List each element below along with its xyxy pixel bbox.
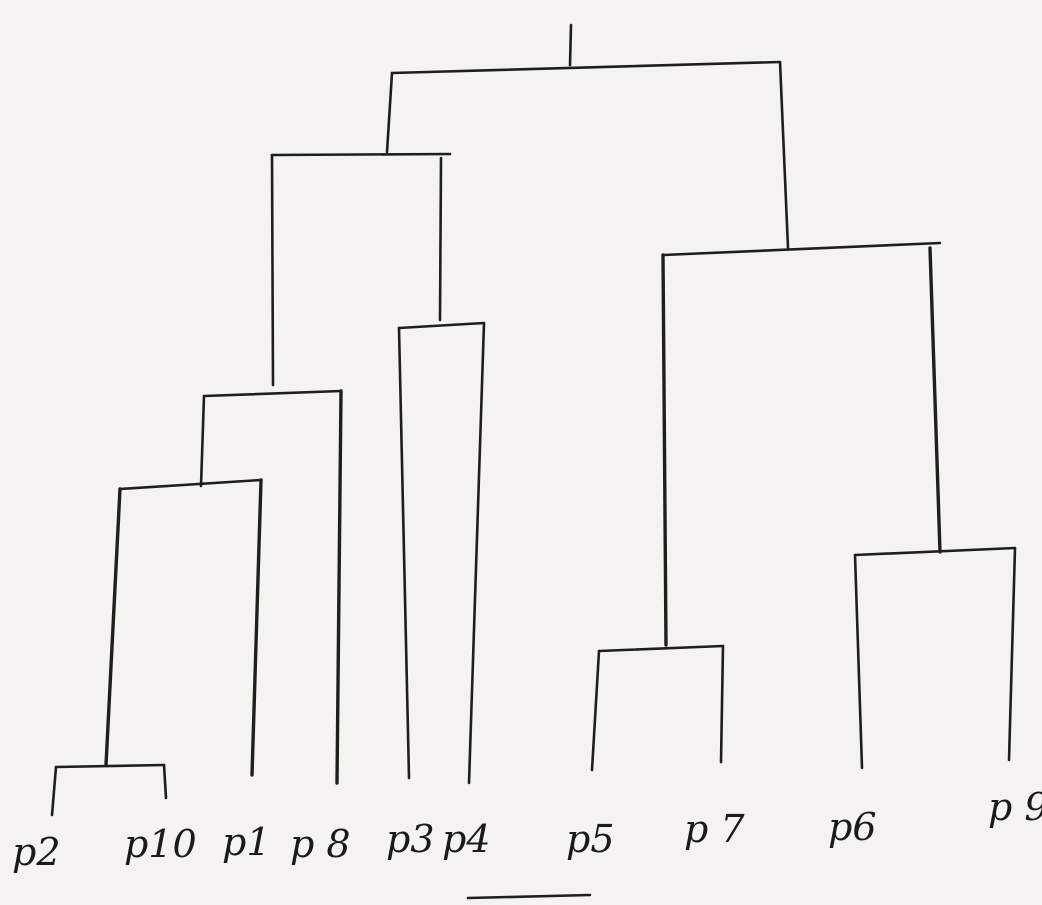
leaf-label-p10: p10 (124, 822, 197, 866)
p9-branch (1007, 546, 1017, 762)
root-left-branch (385, 71, 394, 154)
right-cluster-bar (661, 241, 942, 257)
leaf-label-p4: p4 (442, 817, 491, 861)
left-cluster-left-branch (270, 153, 275, 387)
p5-branch (590, 649, 601, 772)
left-cluster-right-branch (438, 156, 443, 322)
leaf-label-p7: p 7 (684, 807, 745, 851)
p6-p9-bar (853, 546, 1017, 557)
p10-branch (162, 763, 168, 800)
p7-branch (719, 644, 725, 764)
root-stem (568, 23, 573, 67)
root-merge-bar (390, 60, 782, 75)
p8-branch (335, 389, 343, 785)
p8-cluster-left-branch (199, 394, 206, 488)
p5-p7-bar (597, 644, 725, 653)
p1-cluster-bar (118, 478, 263, 491)
leaf-label-p6: p6 (828, 805, 877, 849)
p2-p10-stem (104, 487, 122, 767)
p3-p4-bar (397, 321, 486, 330)
p8-cluster-bar (202, 389, 343, 398)
root-right-branch (778, 60, 790, 250)
p2-branch (50, 765, 58, 817)
leaf-label-p8: p 8 (290, 822, 351, 866)
leaf-label-p9: p 9 (988, 785, 1042, 829)
p4-branch (467, 321, 486, 785)
p5-p7-stem (661, 253, 668, 647)
p6-branch (853, 553, 864, 770)
p1-branch (250, 478, 263, 777)
p3-branch (397, 326, 411, 780)
leaf-label-p2: p2 (12, 830, 61, 874)
p6-p9-stem (928, 246, 942, 554)
leaf-label-p3: p3 (386, 817, 435, 861)
leaf-label-p1: p1 (222, 820, 271, 864)
leaf-label-p5: p5 (566, 817, 615, 861)
stray-underline (466, 893, 592, 900)
p2-p10-bar (54, 763, 166, 769)
left-cluster-bar (270, 152, 452, 157)
